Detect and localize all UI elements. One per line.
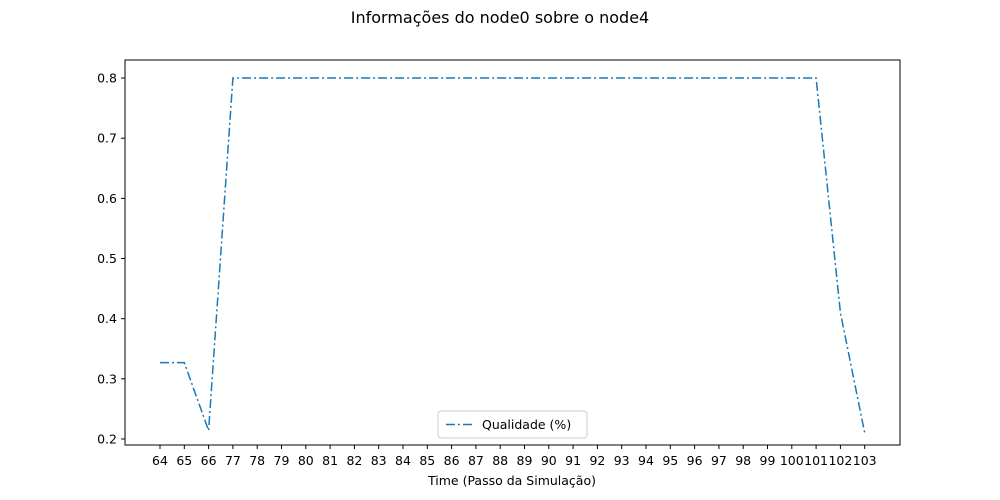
x-tick-label: 87 bbox=[468, 453, 484, 468]
series-layer bbox=[160, 77, 866, 434]
x-tick-label: 85 bbox=[419, 453, 435, 468]
x-tick-label: 64 bbox=[152, 453, 168, 468]
legend-label: Qualidade (%) bbox=[482, 417, 571, 432]
x-tick-label: 95 bbox=[662, 453, 678, 468]
x-tick-label: 100 bbox=[780, 453, 804, 468]
x-tick-label: 91 bbox=[565, 453, 581, 468]
x-tick-label: 78 bbox=[249, 453, 265, 468]
x-tick-label: 84 bbox=[395, 453, 411, 468]
x-tick-label: 89 bbox=[517, 453, 533, 468]
x-axis-label: Time (Passo da Simulação) bbox=[427, 473, 596, 488]
x-tick-label: 92 bbox=[589, 453, 605, 468]
x-tick-label: 98 bbox=[735, 453, 751, 468]
x-tick-label: 80 bbox=[298, 453, 314, 468]
x-tick-label: 103 bbox=[853, 453, 877, 468]
x-tick-label: 86 bbox=[444, 453, 460, 468]
x-tick-label: 66 bbox=[201, 453, 217, 468]
y-axis: 0.2 0.3 0.4 0.5 0.6 0.7 0.8 bbox=[97, 71, 125, 446]
x-axis: 64 65 66 77 78 79 80 81 82 83 84 85 86 87 88 89 90 91 92 93… bbox=[152, 445, 877, 468]
x-tick-label: 81 bbox=[322, 453, 338, 468]
y-tick-label: 0.5 bbox=[97, 251, 117, 266]
x-tick-label: 102 bbox=[828, 453, 852, 468]
chart-title: Informações do node0 sobre o node4 bbox=[351, 8, 649, 27]
x-tick-label: 96 bbox=[687, 453, 703, 468]
x-tick-label: 79 bbox=[274, 453, 290, 468]
series-line bbox=[160, 77, 866, 434]
x-tick-label: 101 bbox=[804, 453, 828, 468]
y-tick-label: 0.7 bbox=[97, 131, 117, 146]
y-tick-label: 0.8 bbox=[97, 71, 117, 86]
x-tick-label: 99 bbox=[760, 453, 776, 468]
x-tick-label: 83 bbox=[371, 453, 387, 468]
x-tick-label: 94 bbox=[638, 453, 654, 468]
x-tick-label: 93 bbox=[614, 453, 630, 468]
x-tick-label: 97 bbox=[711, 453, 727, 468]
legend: Qualidade (%) bbox=[437, 410, 588, 439]
y-tick-label: 0.2 bbox=[97, 431, 117, 446]
x-tick-label: 90 bbox=[541, 453, 557, 468]
x-tick-label: 88 bbox=[492, 453, 508, 468]
plot-area bbox=[124, 59, 901, 446]
x-tick-label: 77 bbox=[225, 453, 241, 468]
y-tick-label: 0.6 bbox=[97, 191, 117, 206]
legend-box bbox=[437, 410, 588, 439]
y-tick-label: 0.3 bbox=[97, 371, 117, 386]
x-tick-label: 82 bbox=[346, 453, 362, 468]
y-tick-label: 0.4 bbox=[97, 311, 117, 326]
x-tick-label: 65 bbox=[176, 453, 192, 468]
